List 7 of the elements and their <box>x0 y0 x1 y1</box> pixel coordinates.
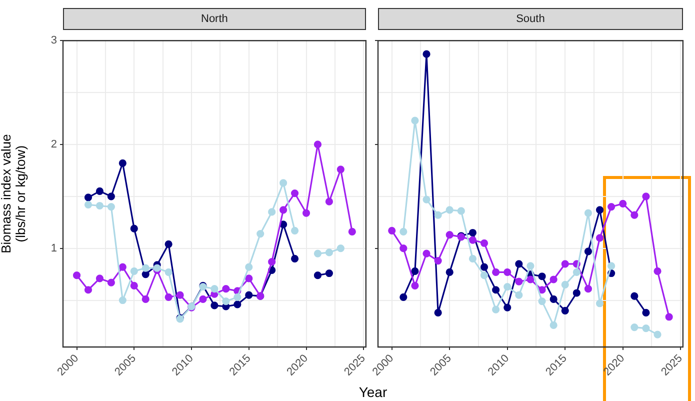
y-axis-title: Biomass index value (lbs/hr or kg/tow) <box>0 134 28 254</box>
y-tick-label: 1 <box>50 242 57 254</box>
chart-title: North <box>63 8 366 30</box>
chart-title: South <box>378 8 683 30</box>
y-tick-label: 2 <box>50 138 57 150</box>
x-axis-title: Year <box>358 384 388 400</box>
y-tick-label: 3 <box>50 34 57 47</box>
